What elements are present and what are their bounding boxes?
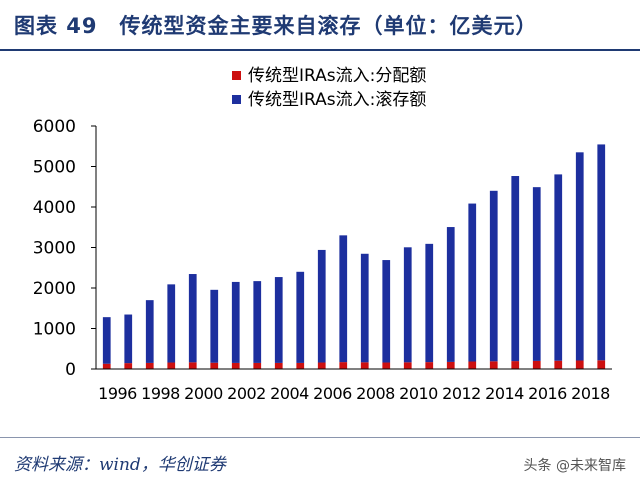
bar-rollover-2009 <box>382 260 391 363</box>
chart-title: 图表 49 传统型资金主要来自滚存（单位：亿美元） <box>14 14 538 38</box>
bar-distribution-2007 <box>339 362 348 369</box>
bar-rollover-2016 <box>532 187 541 361</box>
x-tick-label: 2010 <box>399 384 438 403</box>
bar-distribution-2008 <box>360 362 369 369</box>
bar-distribution-2019 <box>597 360 606 369</box>
title-rule <box>0 49 640 51</box>
bar-rollover-2008 <box>360 253 369 363</box>
bar-rollover-1999 <box>167 284 176 363</box>
bar-rollover-2005 <box>296 271 305 363</box>
bar-rollover-2001 <box>210 289 219 363</box>
bar-distribution-2013 <box>468 361 477 369</box>
bar-rollover-2003 <box>253 281 262 363</box>
bar-distribution-2014 <box>489 361 498 369</box>
bar-distribution-2016 <box>532 360 541 369</box>
x-tick-label: 2018 <box>571 384 610 403</box>
bar-rollover-2018 <box>575 152 584 361</box>
x-tick-label: 2016 <box>528 384 567 403</box>
bar-rollover-2019 <box>597 144 606 361</box>
bar-distribution-1999 <box>167 362 176 369</box>
bar-distribution-2009 <box>382 362 391 369</box>
x-tick-label: 2002 <box>227 384 266 403</box>
bar-distribution-2012 <box>446 361 455 369</box>
y-tick-label: 3000 <box>33 239 76 259</box>
legend-label-1: 传统型IRAs流入:分配额 <box>248 66 426 86</box>
bar-distribution-2001 <box>210 362 219 369</box>
y-tick-label: 1000 <box>33 320 76 340</box>
bar-rollover-2010 <box>403 247 412 363</box>
bar-rollover-1998 <box>145 300 154 363</box>
x-tick-label: 1996 <box>98 384 137 403</box>
bar-distribution-2011 <box>425 362 434 369</box>
bar-rollover-2004 <box>274 277 283 363</box>
bar-rollover-2014 <box>489 190 498 362</box>
legend-label-2: 传统型IRAs流入:滚存额 <box>248 90 426 110</box>
bar-rollover-2007 <box>339 235 348 363</box>
bar-rollover-2006 <box>317 249 326 363</box>
bar-distribution-1997 <box>124 363 133 369</box>
x-tick-label: 2006 <box>313 384 352 403</box>
bar-distribution-2006 <box>317 362 326 369</box>
y-axis: 0 1000 2000 3000 4000 5000 6000 <box>33 117 97 380</box>
bar-distribution-2003 <box>253 362 262 369</box>
watermark: 头条 @未来智库 <box>523 458 626 474</box>
bar-distribution-2017 <box>554 360 563 369</box>
y-tick-label: 4000 <box>33 198 76 218</box>
bar-rollover-2013 <box>468 203 477 362</box>
x-tick-label: 2012 <box>442 384 481 403</box>
bar-rollover-1997 <box>124 314 133 364</box>
y-tick-label: 0 <box>65 360 76 380</box>
bar-distribution-2002 <box>231 362 240 369</box>
bar-distribution-2018 <box>575 360 584 369</box>
x-tick-label: 2000 <box>184 384 223 403</box>
y-tick-label: 2000 <box>33 279 76 299</box>
bar-rollover-2011 <box>425 243 434 363</box>
x-axis: 1996 1998 2000 2002 2004 2006 2008 2010 2012 2014… <box>96 368 612 403</box>
bar-distribution-2000 <box>188 362 197 369</box>
bar-rollover-2015 <box>511 176 520 362</box>
x-tick-label: 2004 <box>270 384 309 403</box>
bar-distribution-1998 <box>145 362 154 369</box>
bar-rollover-1996 <box>102 317 111 364</box>
legend-swatch-2 <box>232 95 241 104</box>
footer-rule <box>0 437 640 438</box>
bar-rollover-2002 <box>231 281 240 363</box>
x-tick-label: 1998 <box>141 384 180 403</box>
bar-distribution-2004 <box>274 362 283 369</box>
bar-rollover-2017 <box>554 174 563 361</box>
bars <box>102 144 606 369</box>
bar-distribution-2005 <box>296 362 305 369</box>
y-tick-label: 5000 <box>33 158 76 178</box>
source-note: 资料来源：wind，华创证券 <box>14 455 226 475</box>
legend-swatch-1 <box>232 71 241 80</box>
bar-rollover-2012 <box>446 227 455 362</box>
bar-distribution-2015 <box>511 361 520 369</box>
bar-distribution-1996 <box>102 363 111 369</box>
bar-rollover-2000 <box>188 274 197 363</box>
x-tick-label: 2014 <box>485 384 524 403</box>
y-tick-label: 6000 <box>33 117 76 137</box>
bar-distribution-2010 <box>403 362 412 369</box>
x-tick-label: 2008 <box>356 384 395 403</box>
